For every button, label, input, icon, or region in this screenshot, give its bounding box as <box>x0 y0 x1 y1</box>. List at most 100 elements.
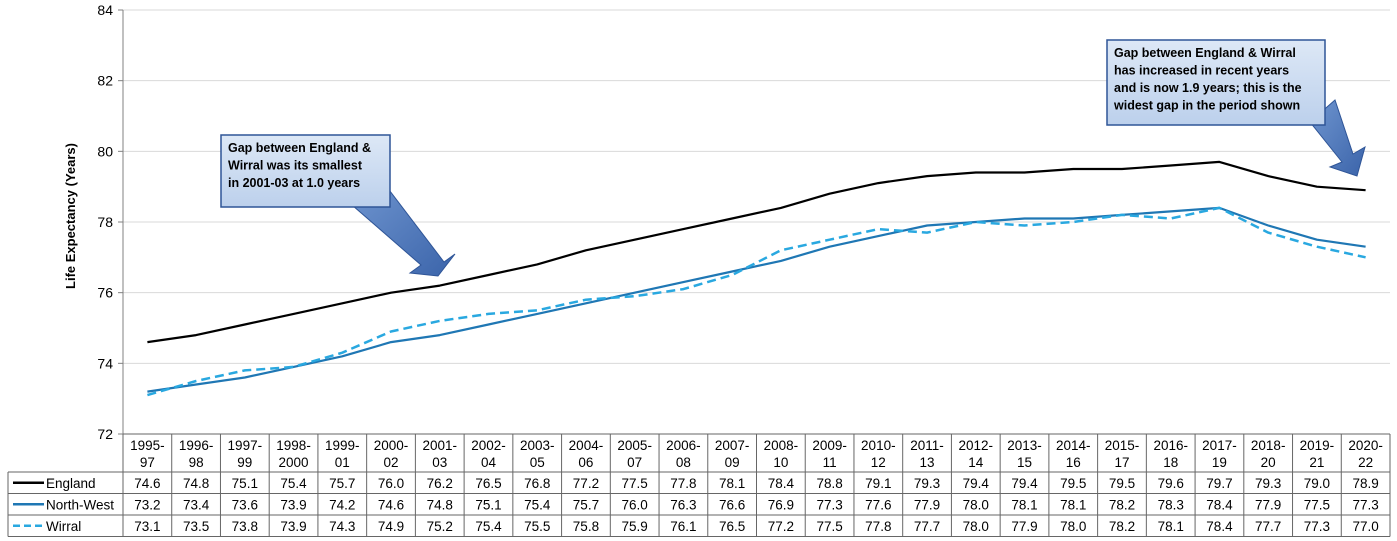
data-label: 78.2 <box>1109 519 1135 534</box>
data-label: 77.5 <box>622 476 648 491</box>
data-label: 78.0 <box>963 519 989 534</box>
x-tick-label: 09 <box>725 455 740 470</box>
data-label: 77.8 <box>865 519 891 534</box>
data-label: 76.9 <box>768 497 794 512</box>
callout-box <box>220 134 391 208</box>
data-label: 75.4 <box>280 476 307 491</box>
x-tick-label: 18 <box>1163 455 1178 470</box>
x-tick-label: 2015- <box>1105 438 1140 453</box>
x-tick-label: 2003- <box>520 438 555 453</box>
data-label: 74.6 <box>378 497 404 512</box>
y-tick-label: 76 <box>97 285 113 301</box>
series-line-north-west <box>147 206 1366 393</box>
x-tick-label: 04 <box>481 455 497 470</box>
x-tick-label: 13 <box>920 455 935 470</box>
data-label: 75.9 <box>622 519 648 534</box>
data-label: 77.6 <box>865 497 891 512</box>
x-tick-label: 2006- <box>666 438 701 453</box>
data-label: 78.1 <box>719 476 745 491</box>
y-axis: 72 74 76 78 80 82 84 <box>97 2 124 442</box>
data-label: 74.8 <box>427 497 453 512</box>
y-tick-label: 82 <box>97 73 113 89</box>
x-tick-label: 2020- <box>1348 438 1383 453</box>
data-label: 73.1 <box>134 519 160 534</box>
x-tick-label: 2005- <box>617 438 652 453</box>
data-label: 74.6 <box>134 476 160 491</box>
y-tick-label: 80 <box>97 143 113 159</box>
data-label: 75.4 <box>524 497 551 512</box>
data-label: 74.8 <box>183 476 209 491</box>
data-label: 78.2 <box>1109 497 1135 512</box>
y-tick-label: 84 <box>97 2 113 18</box>
legend-label-wirral: Wirral <box>46 519 81 534</box>
data-label: 77.3 <box>816 497 842 512</box>
x-tick-label: 15 <box>1017 455 1032 470</box>
series-lines <box>147 160 1366 397</box>
data-label: 77.3 <box>1352 497 1378 512</box>
y-tick-label: 78 <box>97 214 113 230</box>
data-label: 77.8 <box>670 476 696 491</box>
data-label: 78.4 <box>1206 519 1233 534</box>
x-tick-label: 12 <box>871 455 886 470</box>
x-tick-label: 2014- <box>1056 438 1091 453</box>
x-tick-label: 99 <box>237 455 252 470</box>
data-label: 77.3 <box>1304 519 1330 534</box>
x-tick-label: 1999- <box>325 438 360 453</box>
x-tick-label: 10 <box>773 455 788 470</box>
data-label: 75.4 <box>475 519 502 534</box>
x-tick-label: 22 <box>1358 455 1373 470</box>
data-label: 79.5 <box>1109 476 1135 491</box>
x-tick-label: 2019- <box>1300 438 1335 453</box>
data-label: 78.3 <box>1158 497 1184 512</box>
data-label: 76.0 <box>378 476 404 491</box>
data-label: 79.3 <box>914 476 940 491</box>
x-tick-label: 2007- <box>715 438 750 453</box>
x-tick-label: 01 <box>335 455 350 470</box>
x-tick-label: 2017- <box>1202 438 1237 453</box>
x-tick-label: 05 <box>530 455 545 470</box>
data-label: 76.0 <box>622 497 648 512</box>
data-label: 78.9 <box>1352 476 1378 491</box>
data-label: 73.8 <box>232 519 258 534</box>
x-tick-label: 2000 <box>279 455 309 470</box>
x-tick-label: 03 <box>432 455 447 470</box>
series-line-england <box>147 160 1366 344</box>
data-label: 78.4 <box>1206 497 1233 512</box>
x-tick-label: 98 <box>189 455 204 470</box>
data-label: 74.3 <box>329 519 355 534</box>
x-tick-label: 2011- <box>910 438 944 453</box>
x-tick-label: 08 <box>676 455 691 470</box>
data-label: 78.1 <box>1158 519 1184 534</box>
x-tick-label: 2004- <box>569 438 604 453</box>
callout-text: Gap between England & Wirral <box>1114 46 1296 60</box>
data-label: 77.9 <box>1255 497 1281 512</box>
x-tick-label: 2010- <box>861 438 896 453</box>
x-tick-label: 17 <box>1114 455 1129 470</box>
x-tick-label: 2002- <box>471 438 506 453</box>
data-label: 76.5 <box>475 476 501 491</box>
x-tick-label: 14 <box>968 455 984 470</box>
x-tick-label: 97 <box>140 455 155 470</box>
x-tick-label: 07 <box>627 455 642 470</box>
x-tick-label: 19 <box>1212 455 1227 470</box>
x-tick-label: 11 <box>823 455 837 470</box>
x-tick-label: 1997- <box>228 438 263 453</box>
data-label: 78.0 <box>1060 519 1086 534</box>
x-tick-label: 1996- <box>179 438 214 453</box>
callout-text: widest gap in the period shown <box>1113 99 1300 113</box>
data-label: 76.2 <box>427 476 453 491</box>
y-tick-label: 74 <box>97 355 113 371</box>
data-label: 75.5 <box>524 519 550 534</box>
data-label: 75.8 <box>573 519 599 534</box>
x-tick-label: 06 <box>578 455 593 470</box>
legend-label-north-west: North-West <box>46 497 114 512</box>
data-label: 79.7 <box>1206 476 1232 491</box>
data-label: 78.0 <box>963 497 989 512</box>
data-label: 74.2 <box>329 497 355 512</box>
data-label: 78.4 <box>768 476 795 491</box>
series-line-wirral <box>147 206 1366 397</box>
data-label: 79.1 <box>865 476 891 491</box>
data-label: 76.6 <box>719 497 745 512</box>
data-label: 77.9 <box>1011 519 1037 534</box>
